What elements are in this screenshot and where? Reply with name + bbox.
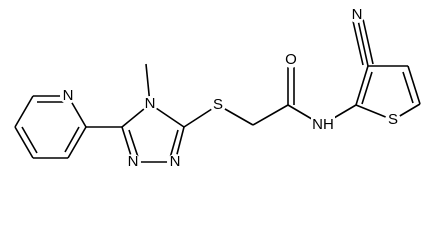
atom-label: NH (312, 116, 334, 133)
atom-label: O (285, 51, 297, 68)
atom-label: N (352, 6, 363, 23)
atom-label: S (388, 111, 398, 128)
atom-label: N (145, 95, 156, 112)
atom-label: N (63, 87, 74, 104)
atom-label: N (170, 153, 181, 170)
atom-label: S (213, 96, 223, 113)
structure-diagram: N N N N S O NH S N (14, 6, 421, 170)
bonds (14, 18, 421, 163)
atom-labels: N N N N S O NH S N (60, 6, 401, 170)
atom-label: N (128, 153, 139, 170)
